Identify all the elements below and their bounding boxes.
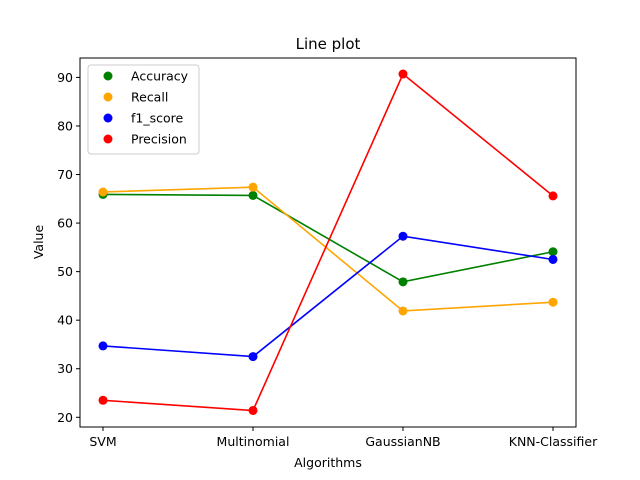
- y-tick-label: 30: [57, 361, 73, 376]
- y-tick-label: 50: [57, 264, 73, 279]
- data-point: [548, 191, 558, 201]
- data-point: [248, 405, 258, 415]
- legend-item: Precision: [103, 132, 187, 147]
- series-f1-score: [98, 231, 558, 362]
- legend-marker: [103, 92, 113, 102]
- data-point: [398, 231, 408, 241]
- y-tick-label: 40: [57, 313, 73, 328]
- data-point: [548, 297, 558, 307]
- legend-marker: [103, 71, 113, 81]
- legend-label: Precision: [131, 132, 187, 147]
- legend-box: [87, 64, 200, 155]
- x-tick-label: GaussianNB: [365, 434, 440, 449]
- y-tick-label: 20: [57, 410, 73, 425]
- y-tick-label: 80: [57, 118, 73, 133]
- legend-item: Accuracy: [103, 69, 189, 84]
- data-point: [548, 247, 558, 257]
- x-tick-label: Multinomial: [217, 434, 290, 449]
- data-point: [98, 341, 108, 351]
- data-point: [398, 277, 408, 287]
- legend-item: f1_score: [103, 111, 184, 126]
- legend-item: Recall: [103, 90, 168, 105]
- data-point: [98, 395, 108, 405]
- chart-title: Line plot: [296, 35, 361, 53]
- data-point: [248, 190, 258, 200]
- series-line: [102, 72, 554, 412]
- y-tick-label: 60: [57, 216, 73, 231]
- legend-marker: [103, 134, 113, 144]
- data-point: [398, 69, 408, 79]
- legend-label: Recall: [131, 90, 168, 105]
- series-recall: [98, 182, 558, 316]
- x-axis: SVM Multinomial GaussianNB KNN-Classifier: [89, 427, 598, 449]
- series-line: [102, 186, 554, 312]
- legend-marker: [103, 113, 113, 123]
- x-tick-label: KNN-Classifier: [509, 434, 598, 449]
- y-axis-title: Value: [31, 225, 46, 260]
- data-point: [398, 306, 408, 316]
- legend: Accuracy Recall f1_score Precision: [87, 64, 200, 155]
- series-line: [102, 193, 554, 283]
- x-tick-label: SVM: [89, 434, 116, 449]
- data-point: [548, 254, 558, 264]
- legend-label: Accuracy: [131, 69, 189, 84]
- y-tick-label: 70: [57, 167, 73, 182]
- plot-frame: [79, 57, 577, 428]
- y-tick-label: 90: [57, 70, 73, 85]
- legend-label: f1_score: [131, 111, 184, 126]
- series-line: [102, 235, 554, 358]
- series-precision: [98, 69, 558, 415]
- y-axis: 20 30 40 50 60 70 80 90: [57, 70, 80, 425]
- x-axis-title: Algorithms: [294, 455, 362, 470]
- series-accuracy: [98, 189, 558, 287]
- data-point: [98, 187, 108, 197]
- series-layer: [98, 69, 558, 415]
- data-point: [248, 352, 258, 362]
- data-point: [248, 182, 258, 192]
